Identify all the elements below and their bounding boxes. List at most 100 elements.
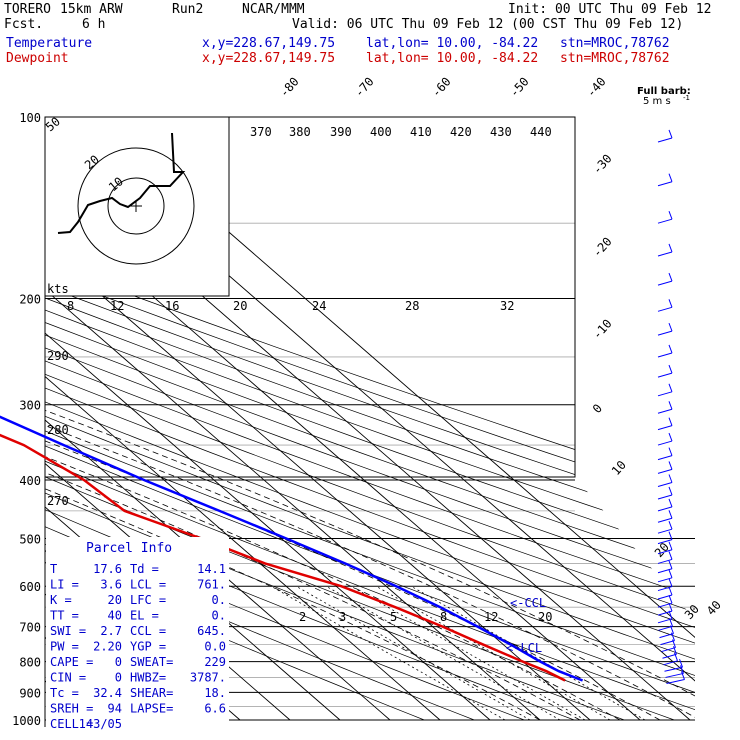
fcst-value: 6 h	[82, 17, 105, 32]
parcel-label: LFC =	[130, 593, 166, 607]
wind-barb	[657, 137, 673, 143]
wind-barb-flag	[671, 632, 675, 641]
wind-barb	[657, 528, 673, 534]
wind-barb-flag	[668, 578, 673, 587]
fcst-label: Fcst.	[4, 17, 43, 32]
wind-barb-flag	[668, 417, 673, 426]
parcel-value: 0.	[212, 609, 226, 623]
theta-label: 430	[490, 125, 512, 139]
theta-label: 390	[330, 125, 352, 139]
wind-barb	[657, 455, 673, 461]
parcel-label: LI =	[50, 578, 79, 592]
wind-barb-flag	[668, 595, 673, 604]
wind-barb	[657, 181, 673, 187]
wind-barb	[660, 640, 675, 646]
wind-barb	[657, 558, 673, 564]
wind-barb	[657, 494, 673, 500]
wind-barb	[657, 306, 673, 312]
mixing-ratio-label: 20	[538, 610, 552, 624]
parcel-info-rows: T 17.6 Td = 14.1 LI = 3.6 LCL = 761. K = 20 LFC = 0…	[50, 562, 226, 731]
isotherm	[45, 117, 391, 721]
wind-barb-flag	[668, 486, 673, 496]
wind-barb-flag	[668, 364, 673, 374]
wind-barb-flag	[668, 447, 673, 456]
parcel-value: 17.6	[93, 562, 122, 576]
parcel-label: SWEAT=	[130, 655, 173, 669]
wind-barb-flag	[668, 474, 673, 483]
hodo-speed-label: 8	[67, 299, 74, 313]
hodo-speed-label: 28	[405, 299, 419, 313]
wind-barb	[657, 517, 673, 523]
moist-adiabat	[45, 298, 581, 721]
wind-barb-flag	[674, 652, 678, 661]
dew-xy: x,y=228.67,149.75	[202, 51, 335, 66]
model-name: TORERO	[4, 2, 51, 17]
wind-barb	[657, 440, 673, 446]
wind-barb	[661, 647, 676, 653]
wind-barb	[657, 577, 673, 583]
parcel-value: 2.20	[93, 640, 122, 654]
temperature-line	[0, 415, 584, 682]
dry-adiabat	[45, 117, 695, 721]
parcel-value: 32.4	[93, 686, 122, 700]
barb-key-unit: 5 m s	[643, 96, 671, 107]
wind-barb-flag	[668, 299, 673, 308]
wind-barb	[657, 408, 673, 414]
pressure-label: 200	[19, 293, 41, 307]
moist-adiabat	[45, 298, 661, 721]
temperature-legend: Temperature	[6, 36, 92, 51]
dew-latlon: lat,lon= 10.00, -84.22	[366, 51, 538, 66]
isotherm-label: -80	[277, 75, 302, 100]
isotherm-label: 0	[590, 401, 605, 416]
isotherm-label: 30	[682, 602, 702, 622]
parcel-label: YGP =	[130, 640, 166, 654]
parcel-value: 3.6	[100, 578, 122, 592]
dry-adiabat	[45, 117, 695, 721]
hodo-axis-label: kts	[47, 282, 69, 296]
dry-adiabat	[45, 117, 695, 721]
parcel-value: 18.	[204, 686, 226, 700]
parcel-value: 6.6	[204, 702, 226, 716]
mixing-ratio-label: 5	[390, 610, 397, 624]
moist-adiabat	[45, 298, 695, 721]
wind-barb-flag	[668, 541, 673, 550]
parcel-value: 229	[204, 655, 226, 669]
parcel-label: CAPE =	[50, 655, 93, 669]
parcel-value: 0	[115, 655, 122, 669]
dry-adiabat	[45, 117, 695, 721]
wind-barb	[662, 653, 677, 659]
isotherm-label: -30	[590, 152, 615, 177]
parcel-info-panel: Parcel Info T 17.6 Td = 14.1 LI = 3.6 LCL = 761…	[46, 537, 229, 731]
parcel-label: Td =	[130, 562, 159, 576]
wind-barb	[657, 280, 673, 286]
pressure-label: 400	[19, 474, 41, 488]
isotherm-label: -60	[429, 75, 454, 100]
mixing-ratio-label: 2	[299, 610, 306, 624]
pressure-label: 900	[19, 686, 41, 700]
wind-barb-flag	[681, 671, 685, 680]
parcel-label: K =	[50, 593, 72, 607]
parcel-value: 20	[108, 593, 122, 607]
pressure-label: 500	[19, 532, 41, 546]
isotherm-label: -50	[507, 75, 532, 100]
hodo-speed-label: 32	[500, 299, 514, 313]
wind-barb	[665, 672, 684, 678]
wind-barb-flag	[668, 344, 673, 354]
wind-barb	[663, 660, 678, 666]
temp-latlon: lat,lon= 10.00, -84.22	[366, 36, 538, 51]
mixing-ratio-lines: 2 3 5 8 12 20	[270, 585, 646, 721]
isotherm-label: -20	[590, 235, 615, 260]
parcel-value: 761.	[197, 578, 226, 592]
dewpoint-legend: Dewpoint	[6, 51, 69, 66]
parcel-label: LAPSE=	[130, 702, 173, 716]
parcel-label: CCL =	[130, 624, 166, 638]
dry-adiabat	[45, 117, 695, 721]
wind-barb-flag	[668, 322, 673, 332]
theta-label: 420	[450, 125, 472, 139]
isotherm-label: -40	[584, 75, 609, 100]
parcel-value: 2.7	[100, 624, 122, 638]
dry-adiabat	[45, 117, 695, 721]
wind-barb-flag	[668, 521, 673, 530]
parcel-label: LCL =	[130, 578, 166, 592]
wind-barb	[657, 568, 673, 574]
